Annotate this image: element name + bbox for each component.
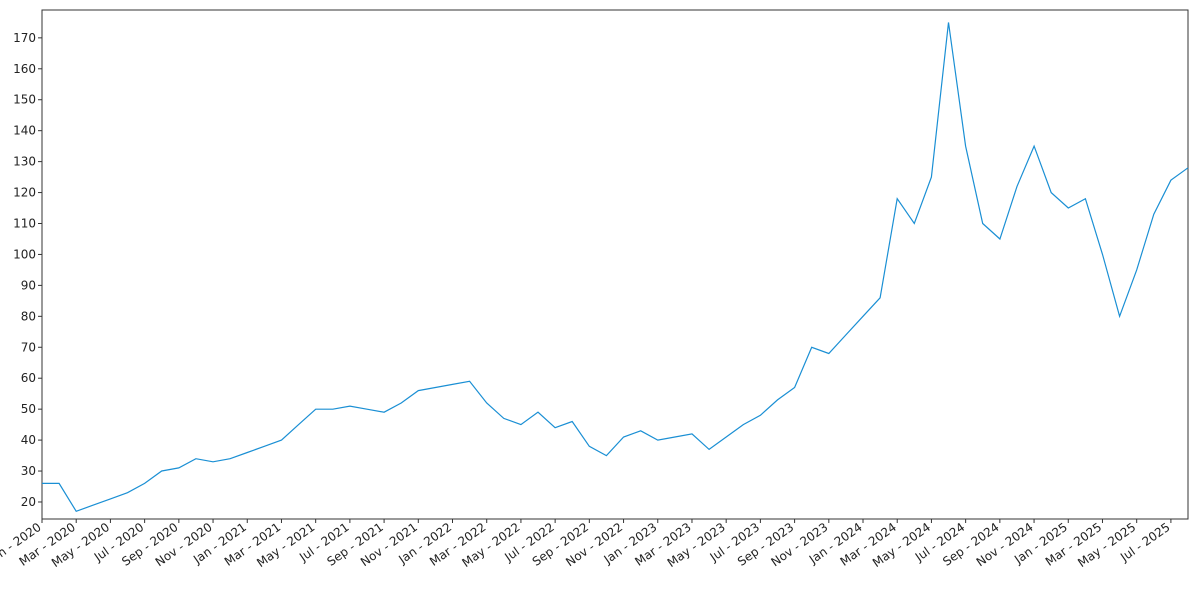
y-tick-label: 140 <box>13 124 36 138</box>
data-line <box>42 22 1189 513</box>
y-tick-label: 110 <box>13 217 36 231</box>
y-tick-label: 40 <box>21 433 36 447</box>
y-tick-label: 120 <box>13 186 36 200</box>
plot-frame <box>41 9 1189 520</box>
y-tick-label: 60 <box>21 371 36 385</box>
y-tick-label: 80 <box>21 309 36 323</box>
y-tick-label: 70 <box>21 340 36 354</box>
y-tick-label: 160 <box>13 62 36 76</box>
y-tick-label: 50 <box>21 402 36 416</box>
y-tick-label: 30 <box>21 464 36 478</box>
y-tick-label: 100 <box>13 247 36 261</box>
y-tick-label: 130 <box>13 155 36 169</box>
y-tick-label: 150 <box>13 93 36 107</box>
y-tick-label: 170 <box>13 31 36 45</box>
y-tick-label: 90 <box>21 278 36 292</box>
y-tick-label: 20 <box>21 495 36 509</box>
